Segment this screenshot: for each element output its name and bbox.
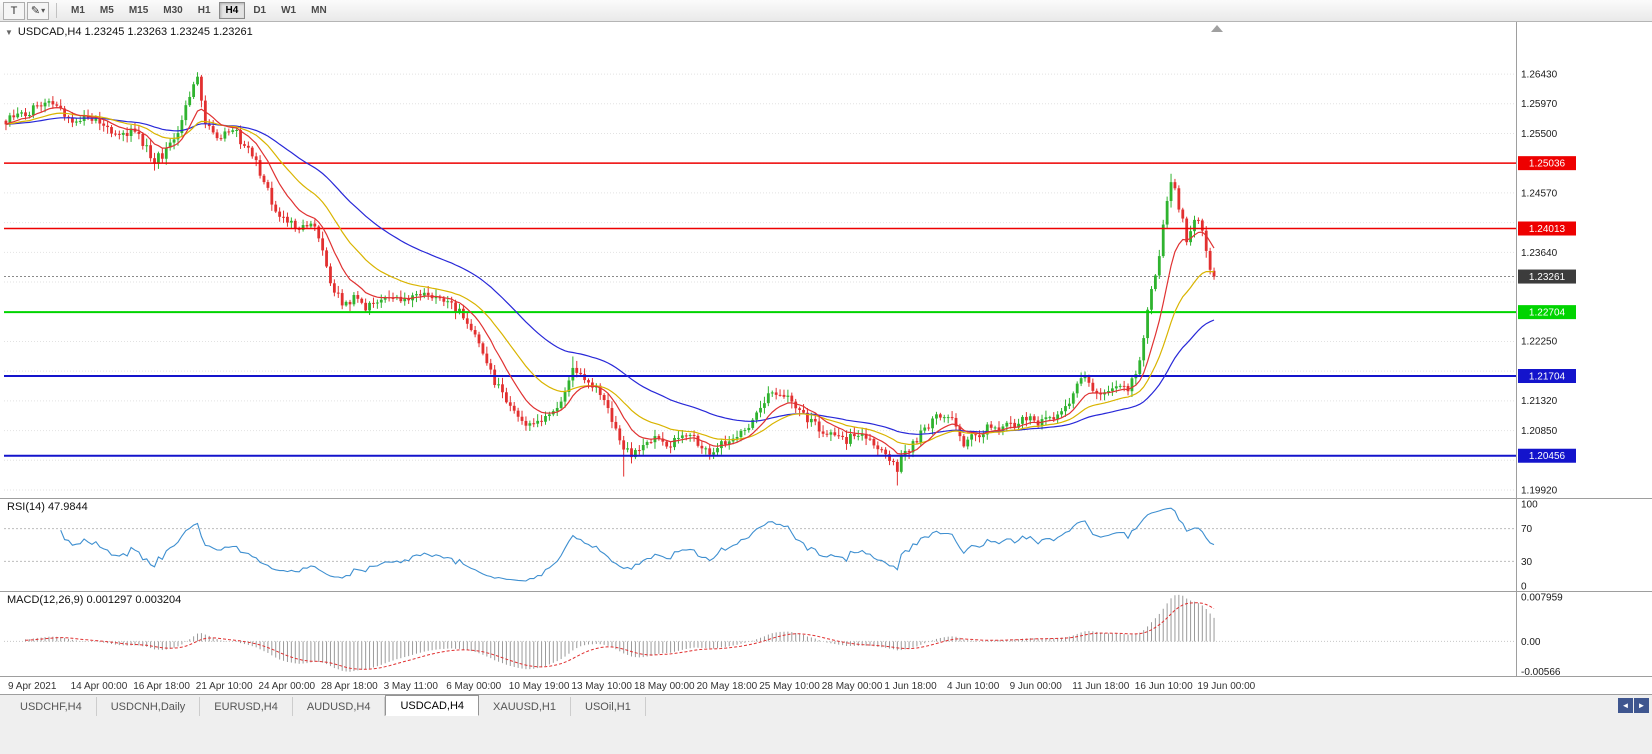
svg-text:1 Jun 18:00: 1 Jun 18:00 xyxy=(884,681,937,692)
chart-tab-usdchf-h4[interactable]: USDCHF,H4 xyxy=(6,697,97,716)
moving-average-lines xyxy=(5,106,1215,455)
timeframe-mn-button[interactable]: MN xyxy=(304,2,334,19)
timeframe-m15-button[interactable]: M15 xyxy=(122,2,155,19)
svg-text:28 Apr 18:00: 28 Apr 18:00 xyxy=(321,681,378,692)
rsi-panel xyxy=(4,507,1516,582)
svg-text:28 May 00:00: 28 May 00:00 xyxy=(822,681,883,692)
svg-text:0.00: 0.00 xyxy=(1521,637,1541,648)
svg-text:70: 70 xyxy=(1521,524,1533,535)
price-axis[interactable]: 1.26430 1.25970 1.25500 1.24570 1.23640 1.222… xyxy=(1518,70,1576,678)
horizontal-line-objects[interactable] xyxy=(4,162,1516,457)
macd-indicator-header: MACD(12,26,9) 0.001297 0.003204 xyxy=(7,594,182,606)
svg-text:18 May 00:00: 18 May 00:00 xyxy=(634,681,695,692)
chart-ohlc-header: ▼ USDCAD,H4 1.23245 1.23263 1.23245 1.23… xyxy=(5,26,253,38)
svg-text:1.24570: 1.24570 xyxy=(1521,188,1558,199)
chart-tab-bar: USDCHF,H4 USDCNH,Daily EURUSD,H4 AUDUSD,H4 U… xyxy=(0,694,1652,754)
chart-tab-usdcad-h4[interactable]: USDCAD,H4 xyxy=(385,695,480,716)
chart-tab-audusd-h4[interactable]: AUDUSD,H4 xyxy=(293,697,386,716)
svg-text:1.22704: 1.22704 xyxy=(1529,308,1566,319)
timeframe-m5-button[interactable]: M5 xyxy=(93,2,121,19)
timeframe-buttons: M1 M5 M15 M30 H1 H4 D1 W1 MN xyxy=(64,2,334,19)
timeframe-h1-button[interactable]: H1 xyxy=(191,2,218,19)
svg-text:1.25500: 1.25500 xyxy=(1521,129,1558,140)
chevron-down-icon: ▾ xyxy=(41,6,46,15)
svg-text:3 May 11:00: 3 May 11:00 xyxy=(384,681,439,692)
svg-text:1.21320: 1.21320 xyxy=(1521,396,1558,407)
rsi-indicator-header: RSI(14) 47.9844 xyxy=(7,501,88,513)
svg-text:1.20456: 1.20456 xyxy=(1529,451,1566,462)
tab-scroll-buttons: ◄ ► xyxy=(1618,698,1649,713)
svg-text:1.19920: 1.19920 xyxy=(1521,485,1558,496)
main-toolbar: T ✎ ▾ M1 M5 M15 M30 H1 H4 D1 W1 MN xyxy=(0,0,1652,22)
svg-text:16 Jun 10:00: 16 Jun 10:00 xyxy=(1135,681,1193,692)
time-axis[interactable]: 9 Apr 2021 14 Apr 00:00 16 Apr 18:00 21 Apr… xyxy=(8,681,1256,692)
svg-text:1.24013: 1.24013 xyxy=(1529,224,1566,235)
svg-text:10 May 19:00: 10 May 19:00 xyxy=(509,681,570,692)
collapse-chart-icon[interactable]: ▼ xyxy=(5,27,13,37)
timeframe-m1-button[interactable]: M1 xyxy=(64,2,92,19)
svg-text:9 Apr 2021: 9 Apr 2021 xyxy=(8,681,57,692)
chart-tab-usdcnh-daily[interactable]: USDCNH,Daily xyxy=(97,697,201,716)
svg-text:1.23640: 1.23640 xyxy=(1521,248,1558,259)
svg-text:11 Jun 18:00: 11 Jun 18:00 xyxy=(1072,681,1130,692)
chart-tabs: USDCHF,H4 USDCNH,Daily EURUSD,H4 AUDUSD,H4 U… xyxy=(0,695,1652,716)
svg-text:1.22250: 1.22250 xyxy=(1521,337,1558,348)
svg-text:30: 30 xyxy=(1521,557,1533,568)
grid-lines xyxy=(4,73,1516,491)
pencil-icon: ✎ xyxy=(30,5,41,17)
svg-text:1.26430: 1.26430 xyxy=(1521,70,1558,81)
svg-text:19 Jun 00:00: 19 Jun 00:00 xyxy=(1197,681,1255,692)
symbol-ohlc-readout: USDCAD,H4 1.23245 1.23263 1.23245 1.2326… xyxy=(17,26,253,38)
svg-text:16 Apr 18:00: 16 Apr 18:00 xyxy=(133,681,190,692)
svg-text:25 May 10:00: 25 May 10:00 xyxy=(759,681,820,692)
draw-tool-button[interactable]: ✎ ▾ xyxy=(27,1,49,20)
svg-text:24 Apr 00:00: 24 Apr 00:00 xyxy=(258,681,315,692)
timeframe-d1-button[interactable]: D1 xyxy=(246,2,273,19)
svg-text:1.23261: 1.23261 xyxy=(1529,272,1566,283)
tab-scroll-left-button[interactable]: ◄ xyxy=(1618,698,1633,713)
svg-text:1.25036: 1.25036 xyxy=(1529,159,1566,170)
toolbar-separator xyxy=(56,3,57,18)
svg-text:21 Apr 10:00: 21 Apr 10:00 xyxy=(196,681,253,692)
svg-text:0: 0 xyxy=(1521,582,1527,593)
panel-separators[interactable] xyxy=(0,22,1652,677)
svg-text:9 Jun 00:00: 9 Jun 00:00 xyxy=(1010,681,1063,692)
svg-text:1.20850: 1.20850 xyxy=(1521,426,1558,437)
timeframe-m30-button[interactable]: M30 xyxy=(156,2,189,19)
svg-text:6 May 00:00: 6 May 00:00 xyxy=(446,681,501,692)
chart-tab-usoil-h1[interactable]: USOil,H1 xyxy=(571,697,646,716)
svg-text:0.007959: 0.007959 xyxy=(1521,593,1563,604)
chart-type-button[interactable]: T xyxy=(3,1,25,20)
svg-text:1.25970: 1.25970 xyxy=(1521,99,1558,110)
candlestick-series[interactable] xyxy=(4,72,1216,486)
svg-text:13 May 10:00: 13 May 10:00 xyxy=(571,681,632,692)
chart-tab-eurusd-h4[interactable]: EURUSD,H4 xyxy=(200,697,293,716)
chart-tab-xauusd-h1[interactable]: XAUUSD,H1 xyxy=(479,697,571,716)
svg-text:1.21704: 1.21704 xyxy=(1529,372,1566,383)
chart-shift-marker-icon xyxy=(1211,25,1223,32)
svg-text:100: 100 xyxy=(1521,500,1538,511)
svg-text:20 May 18:00: 20 May 18:00 xyxy=(697,681,758,692)
macd-panel xyxy=(4,594,1516,672)
svg-text:14 Apr 00:00: 14 Apr 00:00 xyxy=(71,681,128,692)
tab-scroll-right-button[interactable]: ► xyxy=(1634,698,1649,713)
timeframe-w1-button[interactable]: W1 xyxy=(274,2,303,19)
svg-text:-0.00566: -0.00566 xyxy=(1521,667,1561,678)
svg-text:4 Jun 10:00: 4 Jun 10:00 xyxy=(947,681,1000,692)
timeframe-h4-button[interactable]: H4 xyxy=(218,2,246,19)
